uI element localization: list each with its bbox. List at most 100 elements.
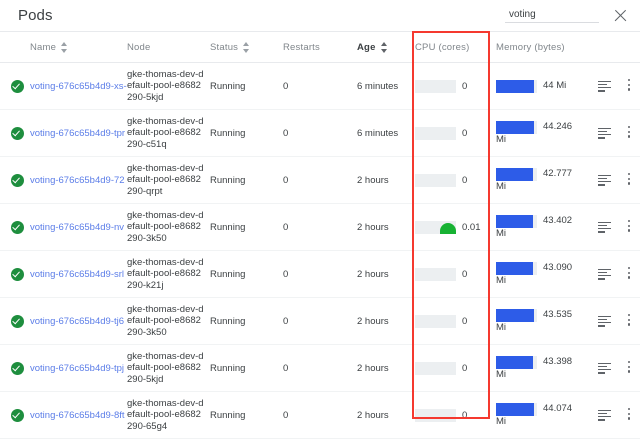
pod-name-link[interactable]: voting-676c65b4d9-tpj (30, 362, 125, 374)
pod-name-link[interactable]: voting-676c65b4d9-tpr (30, 127, 126, 139)
restarts-count: 0 (283, 174, 289, 186)
pod-name-link[interactable]: voting-676c65b4d9-xs- (30, 80, 127, 92)
kebab-menu-icon[interactable] (627, 78, 631, 94)
logs-icon[interactable] (597, 80, 611, 92)
logs-icon[interactable] (597, 409, 611, 421)
cell-name: voting-676c65b4d9-72 (30, 156, 127, 204)
memory-bar (496, 403, 537, 416)
sort-arrows-icon[interactable] (380, 41, 389, 54)
cell-node: gke-thomas-dev-default-pool-e8682290-qrp… (127, 156, 210, 204)
column-header-cpu[interactable]: CPU (cores) (411, 31, 495, 63)
memory-bar-fill (496, 262, 534, 275)
memory-value: 43.398 (543, 356, 573, 367)
column-header-status[interactable]: Status (210, 31, 283, 63)
table-row[interactable]: voting-676c65b4d9-tj6 gke-thomas-dev-defa… (0, 297, 640, 345)
kebab-menu-icon[interactable] (627, 172, 631, 188)
column-header-age[interactable]: Age (357, 31, 411, 63)
column-header-memory[interactable]: Memory (bytes) (495, 31, 640, 63)
status-text: Running (210, 80, 246, 92)
pod-name-link[interactable]: voting-676c65b4d9-nv (30, 221, 125, 233)
cell-name: voting-676c65b4d9-tj6 (30, 297, 127, 345)
cell-status-icon (0, 109, 30, 157)
memory-bar-fill (496, 403, 535, 416)
search-input[interactable] (505, 8, 599, 23)
logs-icon[interactable] (597, 362, 611, 374)
cell-memory: 43.398 Mi (495, 344, 590, 392)
memory-unit: Mi (496, 134, 507, 145)
close-icon[interactable] (613, 8, 628, 23)
node-name: gke-thomas-dev-default-pool-e8682290-k21… (127, 256, 204, 291)
cell-logs-action (590, 62, 618, 110)
table-row[interactable]: voting-676c65b4d9-xs-gke-thomas-dev-defa… (0, 62, 640, 110)
check-circle-icon (11, 361, 24, 375)
cpu-sparkline (415, 408, 456, 422)
search-area (505, 8, 640, 23)
pod-name-link[interactable]: voting-676c65b4d9-72 (30, 174, 125, 186)
column-header-age-label: Age (357, 41, 376, 53)
table-row[interactable]: voting-676c65b4d9-tpj gke-thomas-dev-defa… (0, 344, 640, 392)
memory-value: 42.777 (543, 168, 573, 179)
age-text: 2 hours (357, 221, 389, 233)
restarts-count: 0 (283, 80, 289, 92)
check-circle-icon (11, 314, 24, 328)
cell-age: 2 hours (357, 297, 411, 345)
kebab-menu-icon[interactable] (627, 407, 631, 423)
kebab-menu-icon[interactable] (627, 360, 631, 376)
kebab-menu-icon[interactable] (627, 219, 631, 235)
column-header-node[interactable]: Node (127, 31, 210, 63)
kebab-menu-icon[interactable] (627, 313, 631, 329)
sort-arrows-icon[interactable] (242, 41, 251, 54)
check-circle-icon (11, 173, 24, 187)
restarts-count: 0 (283, 315, 289, 327)
table-row[interactable]: voting-676c65b4d9-srl gke-thomas-dev-defa… (0, 250, 640, 298)
memory-unit: Mi (496, 416, 507, 427)
logs-icon[interactable] (597, 221, 611, 233)
kebab-menu-icon[interactable] (627, 266, 631, 282)
memory-unit: Mi (496, 275, 507, 286)
status-text: Running (210, 268, 246, 280)
column-header-restarts[interactable]: Restarts (283, 31, 357, 63)
table-row[interactable]: voting-676c65b4d9-72 gke-thomas-dev-defau… (0, 156, 640, 204)
status-text: Running (210, 362, 246, 374)
node-name: gke-thomas-dev-default-pool-e8682290-5kj… (127, 350, 204, 385)
table-row[interactable]: voting-676c65b4d9-8ft gke-thomas-dev-defa… (0, 391, 640, 439)
logs-icon[interactable] (597, 127, 611, 139)
kebab-menu-icon[interactable] (627, 125, 631, 141)
cpu-value: 0 (462, 315, 468, 327)
node-name: gke-thomas-dev-default-pool-e8682290-3k5… (127, 303, 204, 338)
cell-cpu: 0 (411, 109, 495, 157)
cell-restarts: 0 (283, 203, 357, 251)
pod-name-link[interactable]: voting-676c65b4d9-8ft (30, 409, 125, 421)
cell-logs-action (590, 250, 618, 298)
cell-status-icon (0, 203, 30, 251)
status-text: Running (210, 221, 246, 233)
cell-name: voting-676c65b4d9-tpr (30, 109, 127, 157)
pod-name-link[interactable]: voting-676c65b4d9-srl (30, 268, 125, 280)
logs-icon[interactable] (597, 268, 611, 280)
sort-arrows-icon[interactable] (60, 41, 69, 54)
cell-menu-action (618, 62, 640, 110)
pod-name-link[interactable]: voting-676c65b4d9-tj6 (30, 315, 125, 327)
cell-menu-action (618, 344, 640, 392)
table-row[interactable]: voting-676c65b4d9-nv gke-thomas-dev-defau… (0, 203, 640, 251)
column-header-restarts-label: Restarts (283, 41, 320, 53)
cpu-sparkline (415, 267, 456, 281)
table-row[interactable]: voting-676c65b4d9-tpr gke-thomas-dev-defa… (0, 109, 640, 157)
cell-node: gke-thomas-dev-default-pool-e8682290-k21… (127, 250, 210, 298)
cell-cpu: 0 (411, 156, 495, 204)
logs-icon[interactable] (597, 174, 611, 186)
memory-unit: Mi (496, 369, 507, 380)
column-header-name[interactable]: Name (30, 31, 127, 63)
cell-node: gke-thomas-dev-default-pool-e8682290-3k5… (127, 203, 210, 251)
cell-status-icon (0, 250, 30, 298)
page-title: Pods (18, 7, 53, 24)
logs-icon[interactable] (597, 315, 611, 327)
column-header-status-icon (0, 31, 30, 63)
check-circle-icon (11, 408, 24, 422)
cell-node: gke-thomas-dev-default-pool-e8682290-5kj… (127, 344, 210, 392)
cell-status-icon (0, 62, 30, 110)
memory-bar (496, 168, 537, 181)
memory-bar-fill (496, 80, 535, 93)
restarts-count: 0 (283, 268, 289, 280)
cell-logs-action (590, 344, 618, 392)
